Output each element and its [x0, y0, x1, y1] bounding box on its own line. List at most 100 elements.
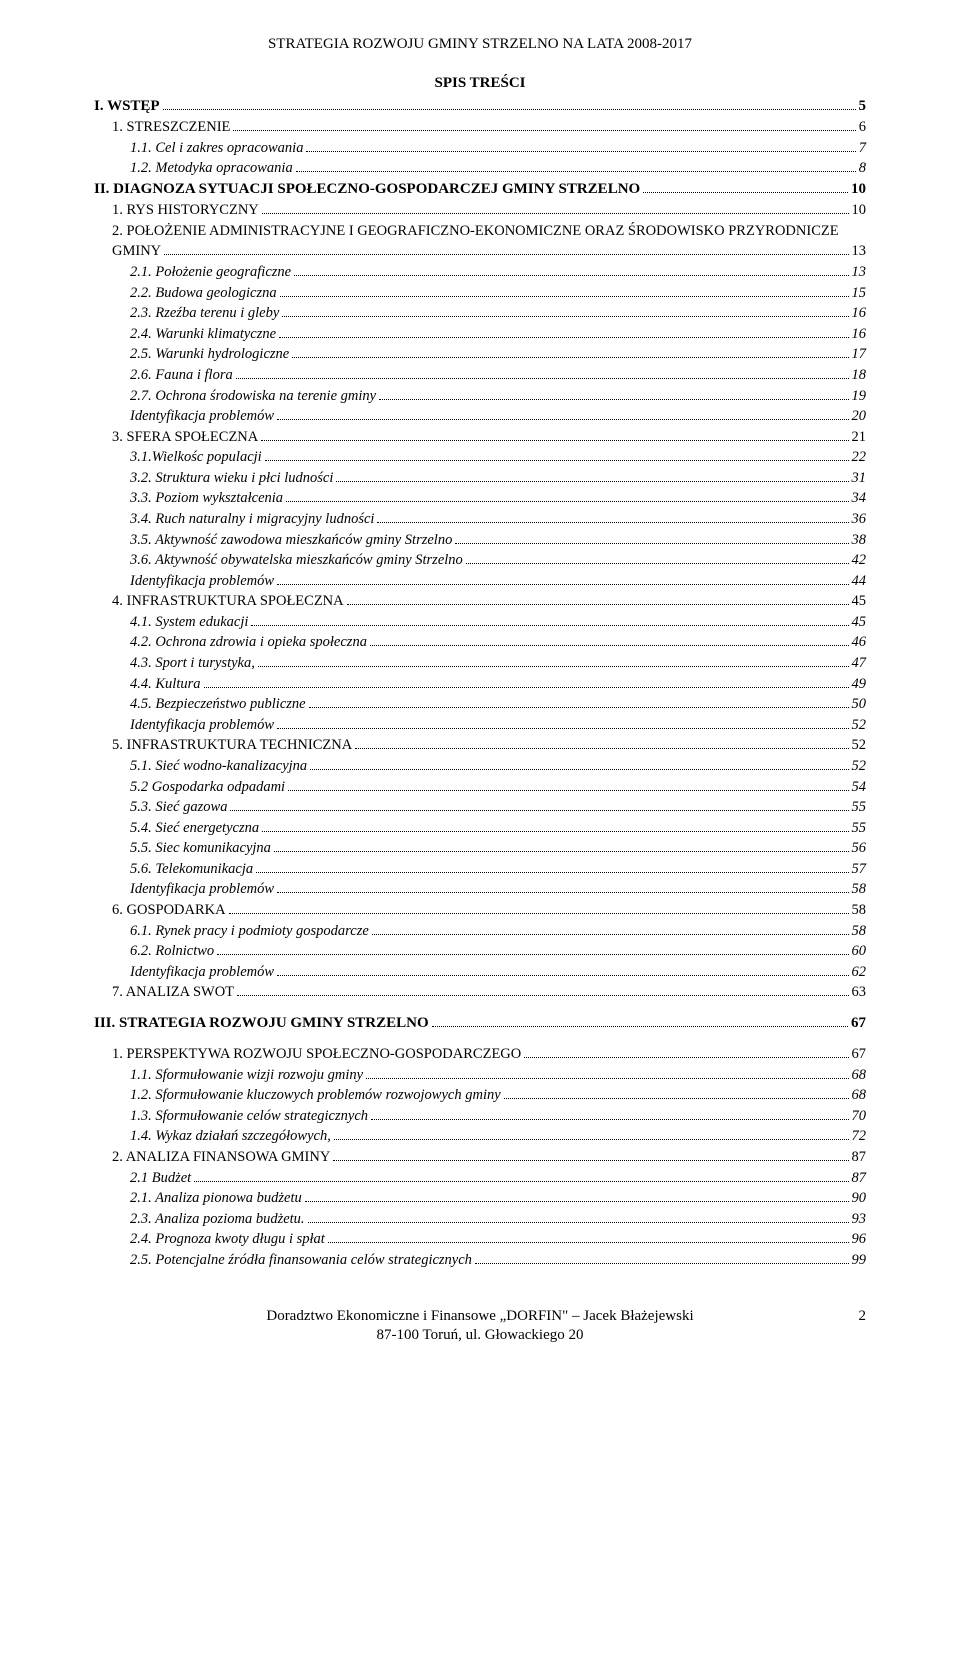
toc-entry-page: 47	[852, 653, 867, 674]
toc-entry: 5.4. Sieć energetyczna55	[130, 818, 866, 839]
toc-dots	[328, 1242, 849, 1243]
toc-dots	[333, 1160, 848, 1161]
toc-entry-label: 2.3. Analiza pozioma budżetu.	[130, 1209, 305, 1230]
toc-entry: 1.2. Metodyka opracowania8	[130, 158, 866, 179]
toc-entry-label: 6.2. Rolnictwo	[130, 941, 214, 962]
toc-entry-label: 1. PERSPEKTYWA ROZWOJU SPOŁECZNO-GOSPODA…	[112, 1044, 521, 1065]
toc-entry: 5.3. Sieć gazowa55	[130, 797, 866, 818]
toc-dots	[379, 399, 848, 400]
toc-entry-page: 19	[852, 386, 867, 407]
toc-entry: 4.5. Bezpieczeństwo publiczne50	[130, 694, 866, 715]
toc-entry-label: 5.5. Siec komunikacyjna	[130, 838, 271, 859]
toc-entry-label: 1. STRESZCZENIE	[112, 117, 230, 138]
toc-dots	[347, 604, 849, 605]
toc-dots	[277, 975, 848, 976]
toc-entry: 5.1. Sieć wodno-kanalizacyjna52	[130, 756, 866, 777]
toc-entry: 4.1. System edukacji45	[130, 612, 866, 633]
toc-dots	[280, 296, 849, 297]
toc-dots	[524, 1057, 848, 1058]
toc-entry: II. DIAGNOZA SYTUACJI SPOŁECZNO-GOSPODAR…	[94, 179, 866, 200]
toc-dots	[372, 934, 849, 935]
toc-entry-label: II. DIAGNOZA SYTUACJI SPOŁECZNO-GOSPODAR…	[94, 179, 640, 200]
toc-entry: 1.2. Sformułowanie kluczowych problemów …	[130, 1085, 866, 1106]
toc-entry: 6. GOSPODARKA58	[112, 900, 866, 921]
toc-entry: 1.1. Cel i zakres opracowania7	[130, 138, 866, 159]
toc-dots	[230, 810, 848, 811]
toc-entry: 3.5. Aktywność zawodowa mieszkańców gmin…	[130, 530, 866, 551]
toc-entry-page: 62	[852, 962, 867, 983]
footer: Doradztwo Ekonomiczne i Finansowe „DORFI…	[94, 1307, 866, 1346]
toc-dots	[163, 109, 856, 110]
toc-entry: 5.5. Siec komunikacyjna56	[130, 838, 866, 859]
toc-dots	[504, 1098, 849, 1099]
toc-entry-page: 10	[851, 179, 866, 200]
toc-entry: III. STRATEGIA ROZWOJU GMINY STRZELNO67	[94, 1013, 866, 1034]
toc-dots	[256, 872, 848, 873]
toc-entry-label: 1.2. Sformułowanie kluczowych problemów …	[130, 1085, 501, 1106]
toc-entry-label: III. STRATEGIA ROZWOJU GMINY STRZELNO	[94, 1013, 429, 1034]
toc-entry-label: 2.4. Prognoza kwoty długu i spłat	[130, 1229, 325, 1250]
toc-dots	[262, 213, 849, 214]
toc-entry: 2.1 Budżet87	[130, 1168, 866, 1189]
toc-entry-page: 16	[852, 303, 867, 324]
toc-entry-page: 96	[852, 1229, 867, 1250]
toc-dots	[258, 666, 849, 667]
toc-entry: 2.3. Rzeźba terenu i gleby16	[130, 303, 866, 324]
toc-entry: 5.6. Telekomunikacja57	[130, 859, 866, 880]
toc-entry: 2. POŁOŻENIE ADMINISTRACYJNE I GEOGRAFIC…	[112, 221, 866, 242]
toc-entry-label: 3.5. Aktywność zawodowa mieszkańców gmin…	[130, 530, 452, 551]
toc-entry-label: 3.4. Ruch naturalny i migracyjny ludnośc…	[130, 509, 374, 530]
toc-entry-label: 1.2. Metodyka opracowania	[130, 158, 293, 179]
table-of-contents: I. WSTĘP51. STRESZCZENIE61.1. Cel i zakr…	[94, 96, 866, 1271]
toc-entry: Identyfikacja problemów44	[130, 571, 866, 592]
toc-entry-page: 52	[852, 715, 867, 736]
toc-entry: 2. ANALIZA FINANSOWA GMINY87	[112, 1147, 866, 1168]
toc-entry-page: 54	[852, 777, 867, 798]
toc-dots	[308, 1222, 849, 1223]
toc-dots	[306, 151, 855, 152]
toc-entry-label: 2.5. Potencjalne źródła finansowania cel…	[130, 1250, 472, 1271]
toc-entry-page: 87	[852, 1147, 867, 1168]
toc-dots	[309, 707, 849, 708]
toc-entry-page: 13	[852, 241, 867, 262]
toc-entry-label: I. WSTĘP	[94, 96, 160, 117]
toc-entry-label: 2. POŁOŻENIE ADMINISTRACYJNE I GEOGRAFIC…	[112, 221, 839, 242]
toc-entry: 1.4. Wykaz działań szczegółowych,72	[130, 1126, 866, 1147]
toc-dots	[475, 1263, 849, 1264]
toc-entry-page: 22	[852, 447, 867, 468]
toc-entry-label: 1.1. Cel i zakres opracowania	[130, 138, 303, 159]
toc-entry: 1. RYS HISTORYCZNY10	[112, 200, 866, 221]
toc-dots	[236, 378, 849, 379]
toc-entry-page: 17	[852, 344, 867, 365]
toc-entry-page: 68	[852, 1065, 867, 1086]
toc-entry: 2.7. Ochrona środowiska na terenie gminy…	[130, 386, 866, 407]
toc-entry-label: 2.4. Warunki klimatyczne	[130, 324, 276, 345]
toc-entry: 1. STRESZCZENIE 6	[112, 117, 866, 138]
toc-entry-label: 3.6. Aktywność obywatelska mieszkańców g…	[130, 550, 463, 571]
toc-dots	[204, 687, 849, 688]
toc-entry-page: 34	[852, 488, 867, 509]
toc-entry-page: 36	[852, 509, 867, 530]
toc-dots	[279, 337, 848, 338]
toc-entry-page: 13	[852, 262, 867, 283]
toc-dots	[336, 481, 848, 482]
toc-entry-label: 4. INFRASTRUKTURA SPOŁECZNA	[112, 591, 344, 612]
toc-entry-label: 3.1.Wielkośc populacji	[130, 447, 262, 468]
toc-entry-label: 2.5. Warunki hydrologiczne	[130, 344, 289, 365]
toc-entry-page: 58	[852, 900, 867, 921]
toc-entry-page: 99	[852, 1250, 867, 1271]
toc-entry: 3.4. Ruch naturalny i migracyjny ludnośc…	[130, 509, 866, 530]
toc-dots	[334, 1139, 849, 1140]
toc-entry-page: 38	[852, 530, 867, 551]
toc-dots	[164, 254, 848, 255]
toc-entry-page: 6	[859, 117, 866, 138]
toc-entry-page: 18	[852, 365, 867, 386]
toc-dots	[194, 1181, 848, 1182]
toc-entry: 4.3. Sport i turystyka,47	[130, 653, 866, 674]
toc-dots	[292, 357, 848, 358]
toc-dots	[432, 1026, 848, 1027]
toc-entry-label: 4.5. Bezpieczeństwo publiczne	[130, 694, 306, 715]
toc-dots	[370, 645, 849, 646]
footer-line-2: 87-100 Toruń, ul. Głowackiego 20	[94, 1326, 866, 1346]
toc-entry-label: GMINY	[112, 241, 161, 262]
